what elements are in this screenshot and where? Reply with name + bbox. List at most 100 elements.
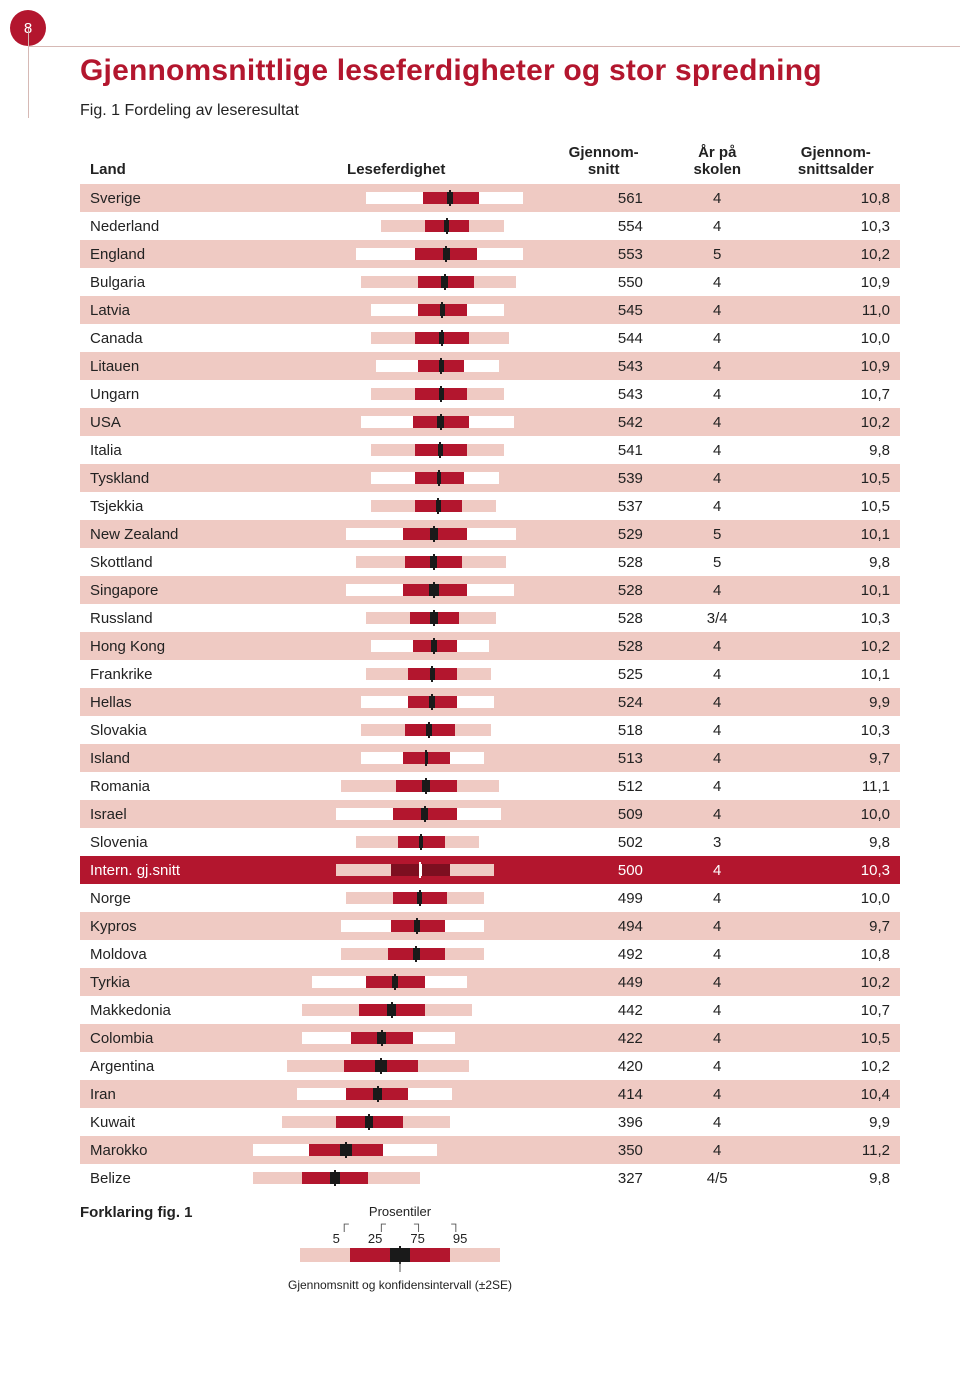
table-row: Romania512411,1 [80,772,900,800]
table-row: Intern. gj.snitt500410,3 [80,856,900,884]
boxplot-median [433,582,435,598]
cell-aar: 4 [663,772,772,800]
cell-alder: 10,9 [772,268,900,296]
cell-land: Singapore [90,576,248,604]
cell-land: Romania [90,772,248,800]
cell-land: Bulgaria [90,268,248,296]
boxplot-median [437,498,439,514]
cell-gjennomsnitt: 528 [544,576,663,604]
cell-aar: 4 [663,296,772,324]
cell-aar: 4 [663,1052,772,1080]
legend-percentiles-title: Prosentiler [250,1204,550,1219]
cell-boxplot [248,884,544,912]
boxplot-median [446,218,448,234]
cell-aar: 4 [663,688,772,716]
cell-alder: 9,8 [772,436,900,464]
cell-gjennomsnitt: 528 [544,548,663,576]
table-row: USA542410,2 [80,408,900,436]
table-row: Nederland554410,3 [80,212,900,240]
cell-gjennomsnitt: 528 [544,604,663,632]
table-row: Slovenia50239,8 [80,828,900,856]
cell-boxplot [248,1052,544,1080]
cell-boxplot [248,856,544,884]
table-row: Israel509410,0 [80,800,900,828]
table-row: Colombia422410,5 [80,1024,900,1052]
col-header-leseferdighet: Leseferdighet [248,161,544,178]
col-header-gjennomsnitt: Gjennom- snitt [544,144,663,178]
cell-boxplot [248,632,544,660]
data-table: Land Leseferdighet Gjennom- snitt År på … [80,138,900,1192]
legend-percentile-values: 5 25 75 95 [250,1231,550,1246]
boxplot-median [445,246,447,262]
table-row: Bulgaria550410,9 [80,268,900,296]
cell-land: Moldova [90,940,248,968]
cell-alder: 10,0 [772,800,900,828]
boxplot-median [431,666,433,682]
cell-gjennomsnitt: 554 [544,212,663,240]
cell-alder: 10,3 [772,716,900,744]
table-row: Belize3274/59,8 [80,1164,900,1192]
cell-gjennomsnitt: 524 [544,688,663,716]
cell-boxplot [248,268,544,296]
cell-aar: 4 [663,352,772,380]
cell-alder: 10,3 [772,604,900,632]
boxplot-median [441,302,443,318]
boxplot-median [425,750,427,766]
cell-aar: 4 [663,324,772,352]
cell-land: Colombia [90,1024,248,1052]
boxplot-median [449,190,451,206]
cell-gjennomsnitt: 420 [544,1052,663,1080]
cell-alder: 9,8 [772,1164,900,1192]
cell-alder: 10,2 [772,1052,900,1080]
col-header-aar: År på skolen [663,144,772,178]
table-row: Litauen543410,9 [80,352,900,380]
boxplot-median [428,722,430,738]
boxplot-median [433,610,435,626]
cell-aar: 4 [663,912,772,940]
boxplot-median [441,330,443,346]
cell-land: Island [90,744,248,772]
cell-alder: 9,9 [772,1108,900,1136]
cell-land: Slovenia [90,828,248,856]
cell-gjennomsnitt: 449 [544,968,663,996]
table-row: Kuwait39649,9 [80,1108,900,1136]
boxplot-median [440,358,442,374]
boxplot-median [368,1114,370,1130]
cell-aar: 4 [663,940,772,968]
cell-land: Argentina [90,1052,248,1080]
table-row: Skottland52859,8 [80,548,900,576]
cell-gjennomsnitt: 525 [544,660,663,688]
cell-gjennomsnitt: 513 [544,744,663,772]
cell-aar: 4 [663,436,772,464]
table-row: Norge499410,0 [80,884,900,912]
cell-aar: 4 [663,632,772,660]
table-row: Moldova492410,8 [80,940,900,968]
cell-gjennomsnitt: 422 [544,1024,663,1052]
table-row: Sverige561410,8 [80,184,900,212]
table-row: Marokko350411,2 [80,1136,900,1164]
cell-boxplot [248,828,544,856]
cell-gjennomsnitt: 414 [544,1080,663,1108]
boxplot-median [438,470,440,486]
cell-alder: 10,2 [772,968,900,996]
boxplot-median [440,386,442,402]
cell-alder: 9,8 [772,548,900,576]
cell-alder: 10,1 [772,520,900,548]
boxplot-median [440,414,442,430]
cell-aar: 5 [663,548,772,576]
cell-alder: 10,2 [772,240,900,268]
table-row: Hellas52449,9 [80,688,900,716]
cell-land: Sverige [90,184,248,212]
col-header-alder: Gjennom- snittsalder [772,144,900,178]
cell-alder: 10,4 [772,1080,900,1108]
cell-alder: 10,9 [772,352,900,380]
cell-alder: 11,1 [772,772,900,800]
cell-alder: 10,7 [772,996,900,1024]
cell-gjennomsnitt: 550 [544,268,663,296]
figure-caption: Fig. 1 Fordeling av leseresultat [80,102,900,120]
cell-land: New Zealand [90,520,248,548]
table-row: Argentina 420410,2 [80,1052,900,1080]
cell-alder: 10,1 [772,660,900,688]
cell-alder: 11,2 [772,1136,900,1164]
table-row: Tyrkia449410,2 [80,968,900,996]
